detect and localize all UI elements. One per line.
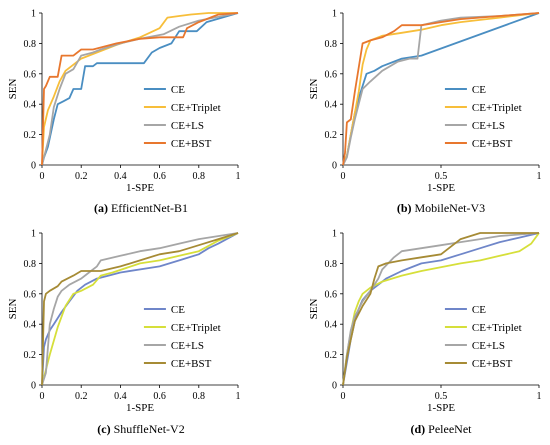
series-line-ce-triplet (41, 232, 239, 386)
x-axis-label: 1-SPE (427, 402, 455, 414)
x-tick-label: 0 (40, 391, 45, 402)
x-axis-label: 1-SPE (427, 182, 455, 194)
x-tick-label: 0 (341, 171, 346, 182)
legend-entry: CE (171, 84, 185, 96)
series-line-ce-ls (342, 12, 540, 166)
x-tick-label: 0.6 (153, 171, 166, 182)
x-tick-label: 0.8 (193, 171, 206, 182)
y-tick-label: 0.4 (24, 100, 37, 111)
x-tick-label: 1 (236, 391, 241, 402)
x-tick-label: 0 (40, 171, 45, 182)
panel-caption: (b) MobileNet-V3 (397, 201, 485, 215)
x-tick-label: 0 (341, 391, 346, 402)
legend-entry: CE (472, 84, 486, 96)
series-line-ce-ls (41, 12, 239, 166)
x-tick-label: 0.2 (75, 171, 88, 182)
y-tick-label: 0.2 (24, 130, 37, 141)
panel-caption: (c) ShuffleNet-V2 (97, 422, 184, 436)
x-tick-label: 0.4 (114, 171, 127, 182)
y-axis-label: SEN (7, 299, 19, 320)
x-tick-label: 0.2 (75, 391, 88, 402)
x-tick-label: 1 (537, 171, 542, 182)
legend-entry: CE+BST (171, 138, 212, 150)
y-tick-label: 0.4 (24, 320, 37, 331)
x-tick-label: 1 (236, 171, 241, 182)
legend-entry: CE+Triplet (171, 322, 221, 334)
x-axis-label: 1-SPE (126, 402, 154, 414)
series-line-ce-bst (41, 232, 239, 386)
legend-entry: CE+BST (472, 358, 513, 370)
legend-entry: CE+LS (472, 340, 505, 352)
y-tick-label: 0.8 (24, 259, 37, 270)
y-tick-label: 1 (332, 9, 337, 20)
panel-caption: (a) EfficientNet-B1 (94, 201, 188, 215)
y-tick-label: 0.6 (325, 69, 338, 80)
x-tick-label: 1 (537, 391, 542, 402)
y-tick-label: 1 (332, 229, 337, 240)
series-line-ce-triplet (41, 12, 238, 166)
legend-entry: CE+BST (472, 138, 513, 150)
series-line-ce-bst (342, 12, 540, 166)
roc-panel-2: 0 0.2 0.4 0.6 0.8 1 0 0.5 1 1-SPE SEN CE CE+Triplet C… (308, 9, 542, 216)
roc-panel-4: 0 0.2 0.4 0.6 0.8 1 0 0.5 1 1-SPE SEN CE CE+Triplet C… (308, 229, 542, 437)
y-tick-label: 0 (332, 381, 337, 392)
legend-entry: CE+Triplet (171, 102, 221, 114)
y-tick-label: 0.2 (24, 350, 37, 361)
x-tick-label: 0.5 (435, 391, 448, 402)
roc-panel-1: 0 0.2 0.4 0.6 0.8 1 0 0.2 0.4 0.6 0.8 1 1-SPE SEN CE CE… (7, 9, 241, 216)
legend-entry: CE+LS (472, 120, 505, 132)
y-tick-label: 0.6 (325, 289, 338, 300)
y-tick-label: 0.8 (325, 39, 338, 50)
y-tick-label: 0.4 (325, 320, 338, 331)
y-tick-label: 1 (31, 229, 36, 240)
x-axis-label: 1-SPE (126, 182, 154, 194)
y-tick-label: 0.6 (24, 289, 37, 300)
x-tick-label: 0.6 (153, 391, 166, 402)
panel-caption: (d) PeleeNet (411, 422, 473, 436)
y-axis-label: SEN (7, 79, 19, 100)
legend-entry: CE+LS (171, 120, 204, 132)
y-tick-label: 0.8 (325, 259, 338, 270)
x-tick-label: 0.4 (114, 391, 127, 402)
y-axis-label: SEN (308, 79, 320, 100)
y-tick-label: 0.4 (325, 100, 338, 111)
y-tick-label: 0 (31, 381, 36, 392)
legend-entry: CE+LS (171, 340, 204, 352)
y-tick-label: 0.6 (24, 69, 37, 80)
y-tick-label: 0 (31, 161, 36, 172)
series-line-ce-bst (41, 12, 239, 166)
legend-entry: CE+BST (171, 358, 212, 370)
y-tick-label: 1 (31, 9, 36, 20)
x-tick-label: 0.8 (193, 391, 206, 402)
series-line-ce-ls (41, 232, 239, 386)
legend-entry: CE (472, 304, 486, 316)
legend-entry: CE+Triplet (472, 102, 522, 114)
series-line-ce-bst (342, 232, 539, 386)
roc-panel-3: 0 0.2 0.4 0.6 0.8 1 0 0.2 0.4 0.6 0.8 1 1-SPE SEN CE CE… (7, 229, 241, 437)
legend-entry: CE+Triplet (472, 322, 522, 334)
y-axis-label: SEN (308, 299, 320, 320)
y-tick-label: 0.8 (24, 39, 37, 50)
y-tick-label: 0.2 (325, 350, 338, 361)
y-tick-label: 0 (332, 161, 337, 172)
y-tick-label: 0.2 (325, 130, 338, 141)
x-tick-label: 0.5 (435, 171, 448, 182)
legend-entry: CE (171, 304, 185, 316)
